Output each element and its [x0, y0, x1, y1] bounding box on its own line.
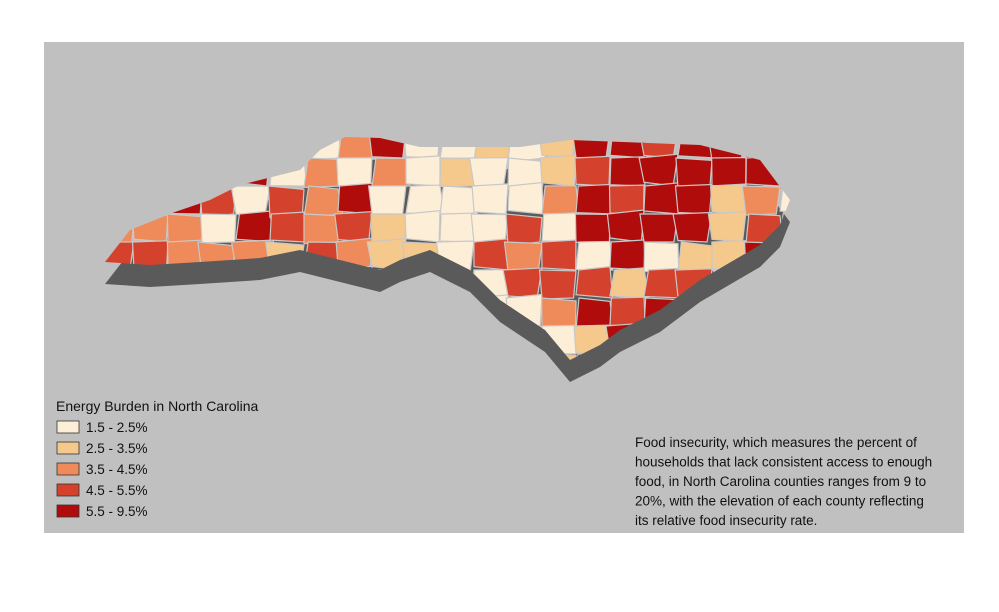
county [439, 212, 476, 243]
county [371, 157, 411, 188]
legend-label: 5.5 - 9.5% [86, 504, 148, 519]
county [575, 240, 614, 271]
county [574, 213, 611, 244]
county [370, 213, 407, 243]
county [503, 241, 543, 273]
county [609, 267, 650, 299]
county [643, 182, 680, 215]
county [575, 183, 613, 215]
legend-label: 2.5 - 3.5% [86, 441, 148, 456]
county [674, 183, 713, 215]
legend-label: 3.5 - 4.5% [86, 462, 148, 477]
county [405, 155, 441, 187]
county [468, 157, 509, 187]
description-line: its relative food insecurity rate. [635, 513, 817, 528]
legend-swatch [56, 420, 80, 434]
county [336, 157, 373, 187]
county [505, 213, 543, 247]
legend: 1.5 - 2.5% 2.5 - 3.5% 3.5 - 4.5% 4.5 - 5.5%… [56, 420, 148, 519]
county [606, 209, 645, 243]
county [470, 213, 509, 244]
county [639, 213, 679, 243]
county [439, 157, 476, 188]
county [575, 266, 614, 299]
description: Food insecurity, which measures the perc… [635, 435, 932, 528]
legend-swatch [56, 462, 80, 476]
legend-label: 1.5 - 2.5% [86, 420, 148, 435]
county [609, 239, 646, 271]
description-line: food, in North Carolina counties ranges … [635, 474, 926, 489]
legend-swatch [56, 504, 80, 518]
description-line: 20%, with the elevation of each county r… [635, 494, 924, 509]
description-line: Food insecurity, which measures the perc… [635, 435, 917, 450]
county [230, 185, 271, 215]
county [707, 210, 747, 243]
county [303, 185, 344, 218]
county [405, 184, 446, 215]
county [337, 182, 375, 215]
county [709, 183, 747, 215]
county [404, 210, 441, 243]
legend-label: 4.5 - 5.5% [86, 483, 148, 498]
county [540, 297, 577, 330]
county [471, 183, 509, 215]
county [675, 157, 713, 190]
legend-swatch [56, 483, 80, 497]
county [608, 184, 645, 215]
county [538, 269, 577, 300]
county [541, 239, 577, 271]
county [574, 155, 611, 187]
county [439, 185, 478, 217]
county [199, 213, 237, 244]
legend-title: Energy Burden in North Carolina [56, 398, 259, 414]
county [711, 156, 747, 187]
county [334, 210, 373, 243]
county [507, 181, 544, 215]
county [473, 238, 509, 271]
county [269, 211, 307, 243]
county [741, 185, 781, 216]
county [541, 185, 580, 215]
county [539, 154, 577, 187]
county [502, 267, 543, 299]
county [367, 185, 407, 215]
county [672, 211, 713, 243]
county [643, 241, 680, 273]
county [638, 153, 679, 187]
legend-swatch [56, 441, 80, 455]
county [303, 213, 339, 245]
county [235, 210, 275, 243]
description-line: households that lack consistent access t… [635, 455, 932, 470]
county [541, 212, 579, 243]
